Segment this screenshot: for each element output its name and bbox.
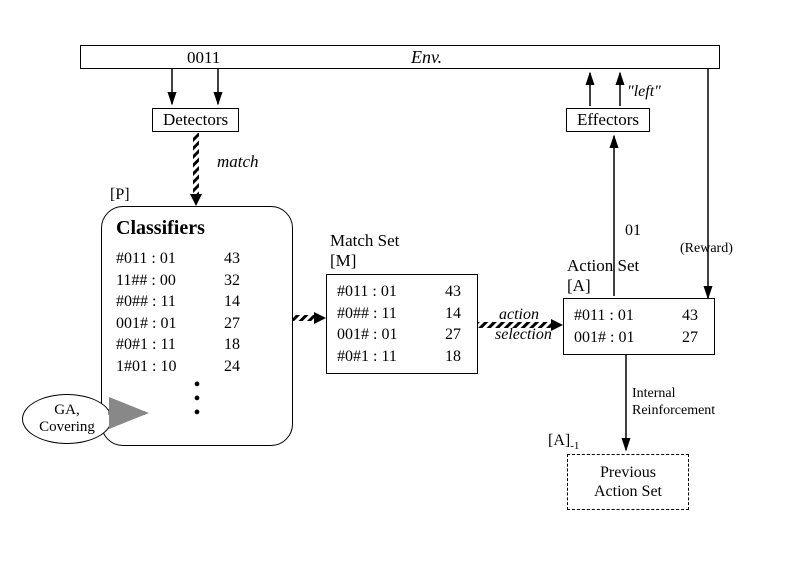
diagram-arrows bbox=[0, 0, 812, 574]
